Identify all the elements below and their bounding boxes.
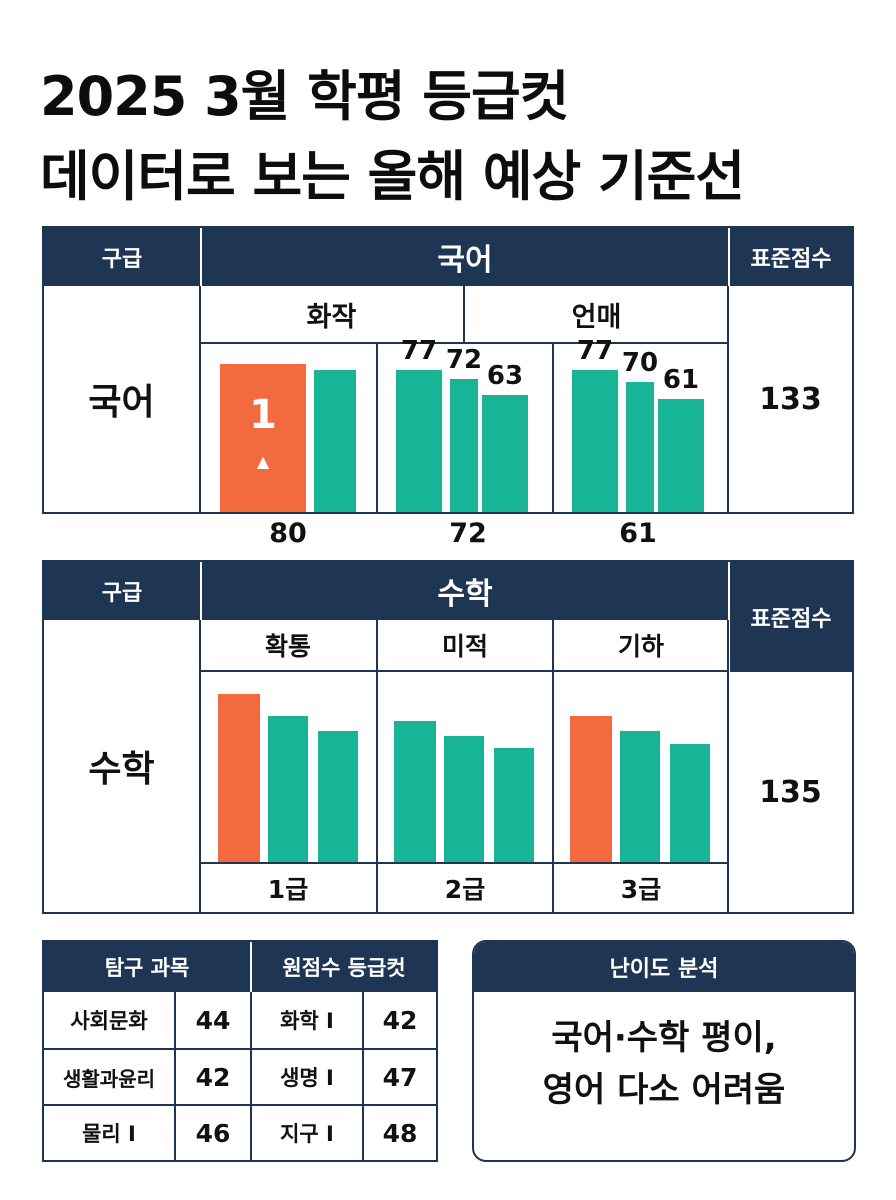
math-grade-header: 구급 (44, 562, 200, 620)
math-bar-g2-b3 (494, 748, 534, 862)
korean-bar-up-marker: ▲ (256, 452, 270, 471)
korean-bar-g2-b2 (450, 379, 478, 512)
math-bar-g3-b2 (620, 731, 660, 862)
korean-panel: 구급 국어 표준점수 화작 언매 국어 133 1 ▲ 77 72 63 77 70 61 (42, 226, 854, 514)
math-standard-score: 135 (759, 774, 822, 810)
math-score-header: 표준점수 (728, 562, 852, 672)
math-grade-1: 1급 (267, 875, 309, 904)
math-sub-hwaktong: 확통 (264, 632, 311, 661)
math-bar-g1-b2 (268, 716, 308, 862)
korean-bar-value-label: 72 (445, 345, 483, 375)
math-bar-g1-b3 (318, 731, 358, 862)
korean-bottom-value-3: 61 (619, 518, 657, 549)
inquiry-row1-subject1: 사회문화 (70, 1009, 148, 1033)
korean-bar-g1-b2 (314, 370, 356, 512)
difficulty-line1: 국어·수학 평이, (551, 1018, 777, 1058)
math-bar-g1-b1 (218, 694, 260, 862)
difficulty-line2: 영어 다소 어려움 (542, 1070, 786, 1110)
math-bar-g2-b1 (394, 721, 436, 862)
inquiry-row3-subject1: 물리 I (82, 1122, 136, 1146)
korean-standard-score: 133 (759, 381, 822, 417)
math-bar-g3-b3 (670, 744, 710, 862)
korean-bar-grade-label: 1 (249, 392, 277, 438)
inquiry-row2-subject1: 생활과윤리 (63, 1066, 155, 1091)
korean-row-label: 국어 (88, 382, 155, 423)
inquiry-row3-score2: 48 (382, 1118, 418, 1148)
korean-bar-value-label: 77 (400, 336, 438, 366)
inquiry-row3-subject2: 지구 I (280, 1122, 334, 1146)
math-grade-3: 3급 (620, 875, 662, 904)
korean-sub-hwajak: 화작 (306, 301, 357, 333)
inquiry-header-subject: 탐구 과목 (44, 942, 250, 992)
inquiry-row2-score2: 47 (382, 1062, 418, 1092)
inquiry-row2-subject2: 생명 I (280, 1066, 334, 1090)
inquiry-row1-score1: 44 (195, 1005, 231, 1035)
difficulty-box: 난이도 분석 국어·수학 평이, 영어 다소 어려움 (472, 940, 856, 1162)
inquiry-row1-score2: 42 (382, 1005, 418, 1035)
inquiry-row2-score1: 42 (195, 1062, 231, 1092)
korean-bottom-value-2: 72 (449, 518, 487, 549)
inquiry-table: 탐구 과목 원점수 등급컷 사회문화 44 화학 I 42 생활과윤리 42 생… (42, 940, 438, 1162)
korean-bottom-value-1: 80 (269, 518, 307, 549)
korean-score-header: 표준점수 (728, 228, 852, 286)
math-subject-header: 수학 (200, 562, 728, 620)
korean-bar-value-label: 61 (662, 365, 700, 395)
page-title-line2: 데이터로 보는 올해 예상 기준선 (40, 145, 745, 208)
korean-bar-g2-b1 (396, 370, 442, 512)
inquiry-row3-score1: 46 (195, 1118, 231, 1148)
korean-bar-value-label: 63 (486, 361, 524, 391)
math-sub-mijeok: 미적 (441, 632, 488, 661)
korean-bar-g3-b1 (572, 370, 618, 512)
korean-bar-value-label: 77 (576, 336, 614, 366)
korean-bar-g2-b3 (482, 395, 528, 512)
inquiry-row1-subject2: 화학 I (280, 1009, 334, 1033)
korean-bar-value-label: 70 (621, 348, 659, 378)
korean-bar-g3-b2 (626, 382, 654, 512)
korean-bar-g1-b1 (220, 364, 306, 512)
math-bar-g2-b2 (444, 736, 484, 862)
difficulty-header: 난이도 분석 (474, 942, 854, 992)
math-row-label: 수학 (88, 749, 155, 790)
math-bar-g3-b1 (570, 716, 612, 862)
korean-bar-g3-b3 (658, 399, 704, 512)
page-title-line1: 2025 3월 학평 등급컷 (40, 65, 569, 128)
korean-sub-eonmae: 언매 (571, 301, 622, 333)
math-panel: 구급 수학 표준점수 확통 미적 기하 수학 135 1급 2급 3급 (42, 560, 854, 914)
korean-subject-header: 국어 (200, 228, 728, 286)
math-sub-giha: 기하 (617, 632, 664, 661)
inquiry-header-cutoff: 원점수 등급컷 (250, 942, 436, 992)
korean-grade-header: 구급 (44, 228, 200, 286)
math-grade-2: 2급 (444, 875, 486, 904)
